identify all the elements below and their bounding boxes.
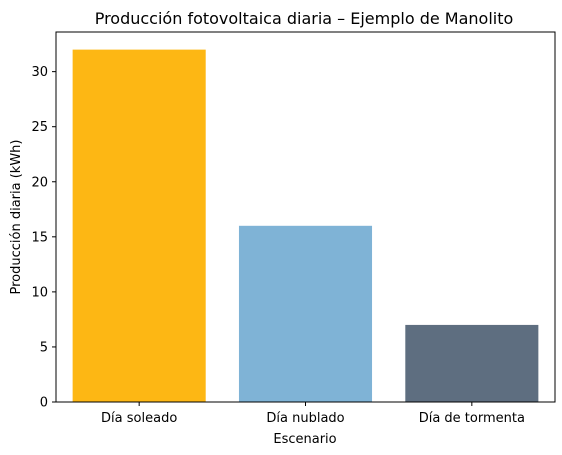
y-tick-label-4: 20 [31, 175, 48, 190]
y-tick-label-3: 15 [31, 230, 48, 245]
y-tick-label-0: 0 [40, 396, 48, 411]
x-tick-label-1: Día nublado [266, 411, 344, 426]
chart-title: Producción fotovoltaica diaria – Ejemplo… [95, 9, 514, 28]
y-tick-label-5: 25 [31, 120, 48, 135]
x-axis: Día soleado Día nublado Día de tormenta [101, 402, 525, 426]
x-tick-label-2: Día de tormenta [419, 411, 525, 426]
x-tick-label-0: Día soleado [101, 411, 177, 426]
y-tick-label-1: 5 [40, 340, 48, 355]
bar-0 [72, 49, 206, 402]
y-tick-label-2: 10 [31, 285, 48, 300]
y-tick-label-6: 30 [31, 65, 48, 80]
x-axis-label: Escenario [273, 432, 336, 447]
y-axis: 0 5 10 15 20 25 30 [31, 65, 56, 411]
bars-group [72, 49, 539, 402]
bar-1 [238, 225, 373, 402]
bar-2 [405, 324, 539, 402]
y-axis-label: Producción diaria (kWh) [9, 140, 24, 295]
